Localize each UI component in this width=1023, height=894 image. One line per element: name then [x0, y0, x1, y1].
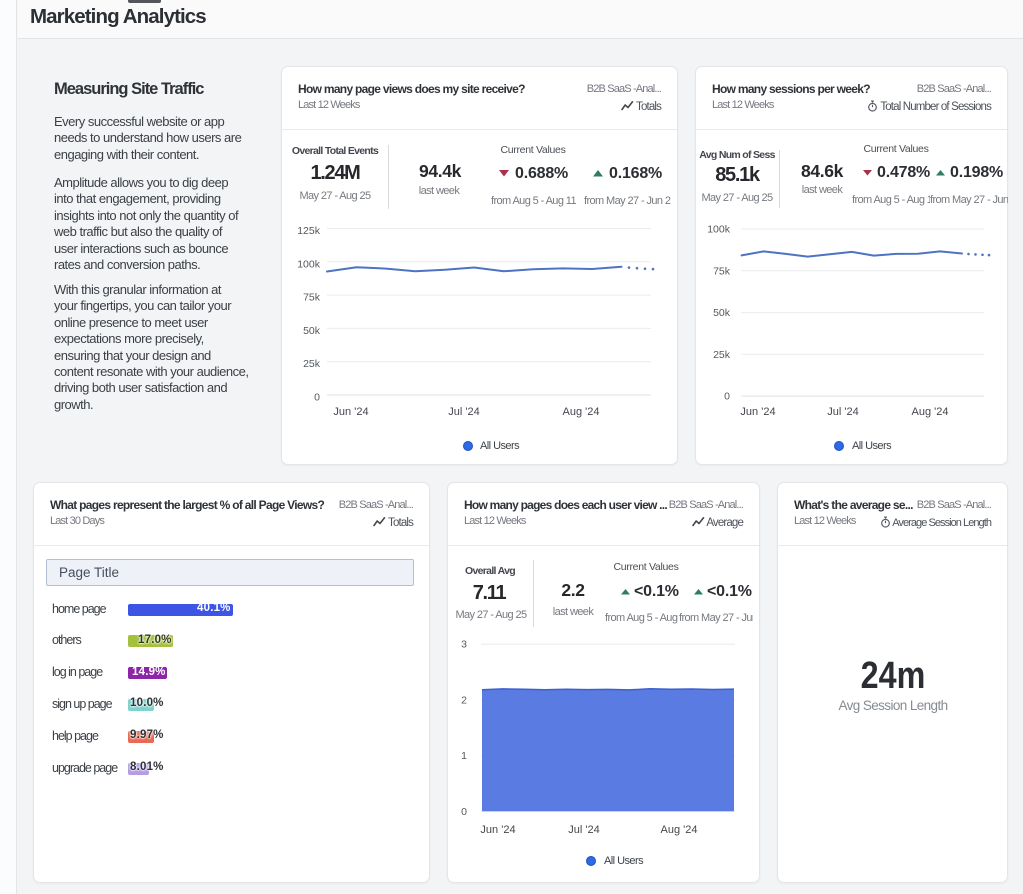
svg-text:0: 0 — [314, 392, 320, 404]
svg-text:1: 1 — [461, 750, 467, 762]
svg-text:3: 3 — [461, 639, 467, 651]
svg-text:0: 0 — [461, 806, 467, 818]
svg-text:125k: 125k — [297, 225, 321, 237]
svg-text:50k: 50k — [303, 325, 321, 337]
svg-text:75k: 75k — [713, 265, 731, 277]
svg-text:75k: 75k — [303, 292, 321, 304]
svg-text:2: 2 — [461, 694, 467, 706]
svg-text:25k: 25k — [713, 349, 731, 361]
svg-text:25k: 25k — [303, 358, 321, 370]
svg-text:0: 0 — [724, 391, 730, 403]
svg-text:100k: 100k — [297, 258, 321, 270]
svg-text:50k: 50k — [713, 307, 731, 319]
svg-text:100k: 100k — [707, 224, 731, 236]
